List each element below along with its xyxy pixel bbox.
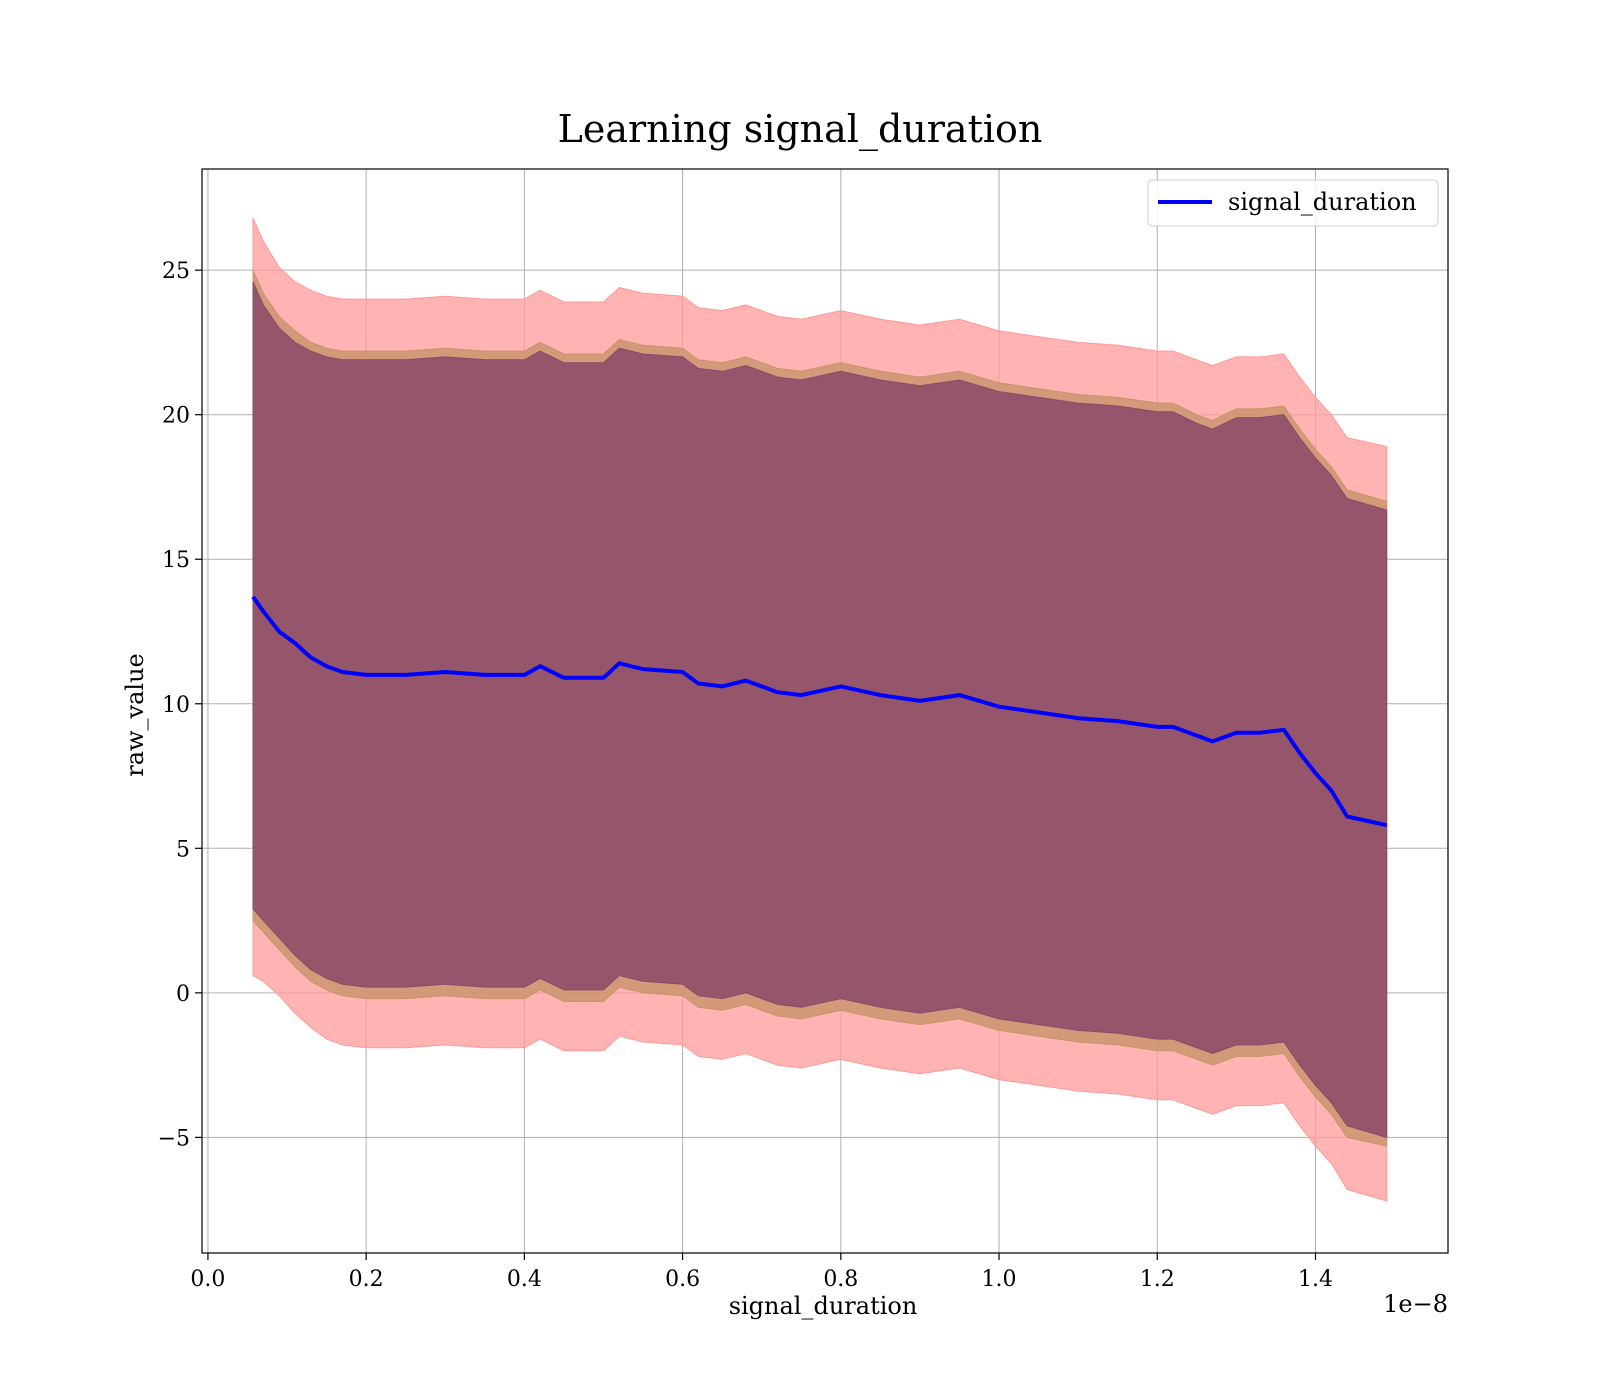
x-tick-label: 1.0 — [982, 1267, 1017, 1292]
legend-label: signal_duration — [1228, 188, 1417, 216]
series-line — [251, 595, 1388, 828]
y-tick-label: −5 — [158, 1126, 190, 1151]
confidence-bands — [252, 217, 1388, 1202]
y-ticks: −5 0 5 10 15 20 25 — [158, 259, 202, 1151]
x-axis-label: signal_duration — [729, 1292, 918, 1320]
y-tick-label: 0 — [176, 982, 190, 1007]
x-tick-label: 0.0 — [190, 1267, 225, 1292]
y-tick-label: 15 — [162, 548, 190, 573]
x-tick-label: 1.4 — [1298, 1267, 1333, 1292]
y-tick-label: 10 — [162, 693, 190, 718]
x-offset-label: 1e−8 — [1383, 1290, 1448, 1318]
x-tick-label: 0.8 — [823, 1267, 858, 1292]
chart-title: Learning signal_duration — [558, 107, 1043, 152]
series-lines — [251, 595, 1388, 828]
x-ticks: 0.0 0.2 0.4 0.6 0.8 1.0 1.2 1.4 — [190, 1253, 1333, 1292]
x-tick-label: 0.2 — [349, 1267, 384, 1292]
y-tick-label: 5 — [176, 837, 190, 862]
y-tick-label: 25 — [162, 259, 190, 284]
x-tick-label: 1.2 — [1140, 1267, 1175, 1292]
plot-frame — [201, 168, 1449, 1254]
x-tick-label: 0.6 — [665, 1267, 700, 1292]
legend-box — [1147, 179, 1439, 227]
y-axis-label: raw_value — [121, 653, 149, 777]
y-tick-label: 20 — [162, 404, 190, 429]
x-tick-label: 0.4 — [507, 1267, 542, 1292]
confidence-band-3 — [252, 281, 1388, 1139]
legend: signal_duration — [1147, 179, 1439, 227]
